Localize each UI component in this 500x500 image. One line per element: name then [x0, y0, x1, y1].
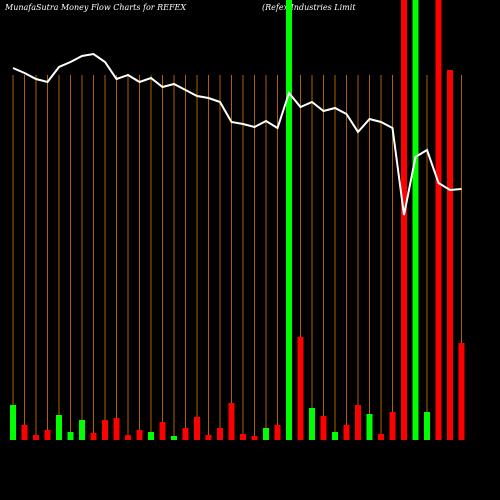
bar — [194, 417, 200, 440]
bar — [412, 0, 419, 440]
bar — [355, 405, 361, 440]
bar — [125, 435, 131, 440]
bar — [67, 432, 74, 440]
chart-subtitle: (Refex Industries Limit — [262, 3, 356, 12]
bar — [217, 428, 223, 440]
bar — [366, 414, 373, 440]
bar — [10, 405, 16, 440]
bar — [447, 70, 453, 440]
bar — [343, 425, 350, 440]
bar — [251, 436, 258, 440]
bar — [148, 432, 154, 440]
chart-title: MunafaSutra Money Flow Charts for REFEX — [4, 3, 186, 12]
bar — [205, 435, 212, 440]
bar — [44, 430, 51, 440]
bar — [79, 420, 85, 440]
bar — [228, 403, 235, 440]
bar — [332, 432, 338, 440]
bar — [90, 433, 97, 440]
bar — [240, 434, 246, 440]
bar — [320, 416, 327, 440]
bar — [102, 420, 108, 440]
bar — [33, 435, 39, 440]
bar — [389, 412, 396, 440]
bar — [458, 343, 465, 440]
bar — [274, 425, 281, 440]
bar — [401, 0, 407, 440]
bar — [435, 0, 442, 440]
bar — [171, 436, 177, 440]
bar — [286, 0, 292, 440]
bar — [21, 425, 28, 440]
bar — [297, 337, 304, 440]
bar — [182, 428, 189, 440]
bar — [378, 434, 384, 440]
bar — [309, 408, 315, 440]
bar — [263, 428, 269, 440]
bar — [136, 430, 143, 440]
bar — [56, 415, 62, 440]
money-flow-line — [12, 52, 462, 216]
bar — [159, 422, 166, 440]
bar — [424, 412, 430, 440]
bar — [113, 418, 120, 440]
